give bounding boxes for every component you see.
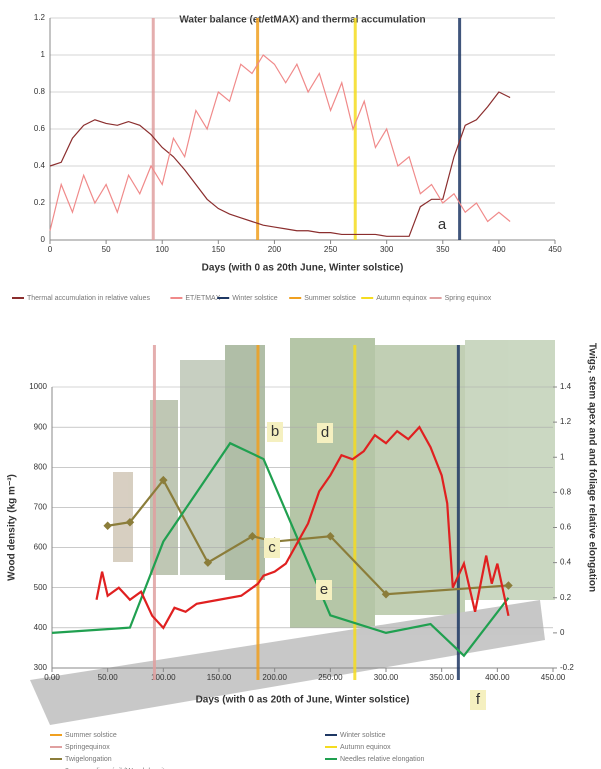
point [103, 521, 112, 530]
y-axis-label: Wood density (kg m⁻³) [7, 474, 18, 581]
y2-tick-label: 0.4 [560, 558, 572, 567]
x-tick-label: 0 [48, 245, 53, 254]
annotation: c [268, 539, 276, 556]
annotation-bg [316, 580, 332, 600]
y-tick-label: 0.8 [34, 87, 46, 96]
y2-tick-label: -0.2 [560, 663, 574, 672]
photos [30, 338, 555, 725]
legend-label: Needles relative elongation [340, 756, 425, 763]
y2-tick-label: 0 [560, 628, 565, 637]
legend-label: Summer solstice [65, 732, 117, 739]
y2-tick-label: 1.4 [560, 382, 572, 391]
legend-label: 3 per. media móvil (Wood density [65, 768, 169, 769]
legend-label: Winter solstice [232, 295, 278, 302]
series-line [51, 441, 510, 658]
legend-label: Springequinox [65, 744, 110, 751]
x-tick-label: 50 [102, 245, 111, 254]
y-tick-label: 400 [34, 623, 48, 632]
x-tick-label: 400 [492, 245, 506, 254]
series-line [49, 91, 511, 237]
x-tick-label: 150.00 [207, 673, 232, 682]
x-tick-label: 250.00 [318, 673, 343, 682]
series-line [49, 54, 511, 231]
y2-axis-label: Twigs, stem apex and and foliage relativ… [586, 343, 597, 592]
x-tick-label: 0.00 [44, 673, 60, 682]
point [159, 475, 168, 485]
x-tick-label: 100.00 [151, 673, 176, 682]
annotation-bg [470, 690, 486, 710]
x-tick-label: 50.00 [98, 673, 119, 682]
legend-label: Spring equinox [445, 295, 492, 302]
y-tick-label: 1.2 [34, 13, 46, 22]
legend-label: Winter solstice [340, 732, 386, 739]
y-tick-label: 500 [34, 583, 48, 592]
x-tick-label: 450.00 [541, 673, 566, 682]
x-tick-label: 200.00 [262, 673, 287, 682]
legend-label: Summer solstice [304, 295, 356, 302]
y-tick-label: 900 [34, 422, 48, 431]
y-tick-label: 300 [34, 663, 48, 672]
annotation-bg [317, 423, 333, 443]
legend-label: Autumn equinox [376, 295, 427, 302]
x-tick-label: 400.00 [485, 673, 510, 682]
y-tick-label: 0 [41, 235, 46, 244]
x-axis-label: Days (with 0 as 20th June, Winter solsti… [202, 263, 404, 274]
annotation: d [321, 424, 329, 441]
x-tick-label: 350 [436, 245, 450, 254]
y-tick-label: 600 [34, 543, 48, 552]
y2-tick-label: 0.8 [560, 487, 572, 496]
y2-tick-label: 1.2 [560, 417, 572, 426]
point [504, 581, 513, 590]
x-tick-label: 350.00 [429, 673, 454, 682]
y2-tick-label: 0.6 [560, 523, 572, 532]
y2-tick-label: 1 [560, 452, 565, 461]
annotation: e [320, 581, 328, 598]
annotation-bg [264, 538, 280, 558]
x-tick-label: 300.00 [374, 673, 399, 682]
y-tick-label: 0.2 [34, 198, 46, 207]
x-tick-label: 300 [380, 245, 394, 254]
y-tick-label: 0.6 [34, 124, 46, 133]
x-tick-label: 200 [268, 245, 282, 254]
y-tick-label: 1000 [29, 382, 47, 391]
y-tick-label: 800 [34, 462, 48, 471]
point [326, 532, 335, 541]
x-tick-label: 100 [156, 245, 170, 254]
x-tick-label: 250 [324, 245, 338, 254]
x-tick-label: 450 [548, 245, 562, 254]
annotation: b [271, 423, 279, 440]
y-tick-label: 1 [41, 50, 46, 59]
series-line [95, 425, 510, 630]
annotation: a [438, 216, 447, 233]
x-axis-label: Days (with 0 as 20th of June, Winter sol… [196, 695, 410, 706]
y2-tick-label: 0.2 [560, 593, 572, 602]
x-tick-label: 150 [212, 245, 226, 254]
legend-label: Autumn equinox [340, 744, 391, 751]
y-tick-label: 700 [34, 503, 48, 512]
annotation-bg [267, 422, 283, 442]
y-tick-label: 0.4 [34, 161, 46, 170]
legend-label: ET/ETMAX [185, 295, 220, 302]
legend-label: Thermal accumulation in relative values [27, 295, 150, 302]
annotation: f [476, 691, 481, 708]
legend-label: Twigelongation [65, 756, 112, 763]
chart-title: Water balance (et/etMAX) and thermal acc… [179, 15, 425, 26]
point [381, 589, 391, 599]
